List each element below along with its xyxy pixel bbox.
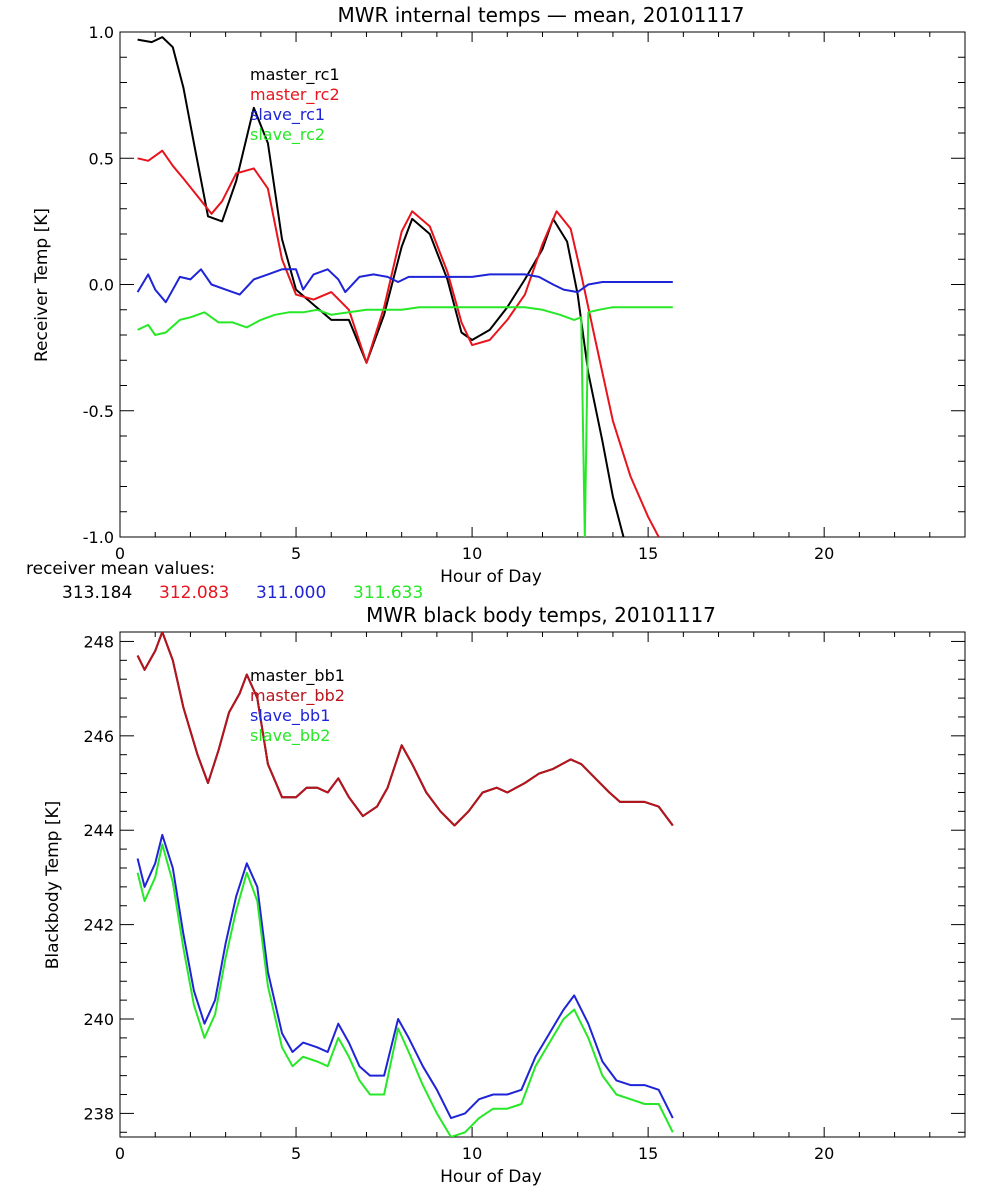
x-axis-label: Hour of Day xyxy=(440,567,542,587)
panel-blackbody-temps: MWR black body temps, 20101117 Hour of D… xyxy=(43,603,966,1187)
y-tick-label: -1.0 xyxy=(83,528,114,547)
series-line-slave-rc2 xyxy=(137,306,673,537)
series-line-slave-bb1 xyxy=(136,833,674,1120)
y-tick-label: 246 xyxy=(83,727,114,746)
chart-title: MWR internal temps — mean, 20101117 xyxy=(337,3,744,27)
x-tick-label: 5 xyxy=(291,544,301,563)
x-tick-label: 5 xyxy=(291,1144,301,1163)
y-tick-label: 244 xyxy=(83,821,114,840)
series-line-master-bb2 xyxy=(136,632,674,827)
series-line-slave-bb2 xyxy=(136,843,674,1137)
mean-value: 311.633 xyxy=(353,583,423,603)
chart-title: MWR black body temps, 20101117 xyxy=(366,603,716,627)
y-axis-label: Receiver Temp [K] xyxy=(32,208,52,362)
legend-entry-master-rc2: master_rc2 xyxy=(250,85,340,105)
legend-entry-master-bb1: master_bb1 xyxy=(250,666,345,686)
x-tick-label: 0 xyxy=(115,1144,125,1163)
y-axis-label: Blackbody Temp [K] xyxy=(43,801,63,970)
legend-entry-master-bb2: master_bb2 xyxy=(250,686,345,706)
y-tick-label: 238 xyxy=(83,1104,114,1123)
legend-entry-slave-bb1: slave_bb1 xyxy=(250,706,330,726)
x-tick-label: 15 xyxy=(638,544,658,563)
mean-values-label: receiver mean values: xyxy=(26,559,215,579)
legend-entry-slave-rc1: slave_rc1 xyxy=(250,105,325,125)
series-line-master-bb1 xyxy=(136,632,674,827)
series-line-slave-rc1 xyxy=(136,268,673,304)
mean-value: 313.184 xyxy=(62,583,132,603)
x-tick-label: 20 xyxy=(814,544,834,563)
legend-entry-slave-rc2: slave_rc2 xyxy=(250,125,325,145)
x-tick-label: 10 xyxy=(462,544,482,563)
y-tick-label: 242 xyxy=(83,916,114,935)
x-axis-label: Hour of Day xyxy=(440,1167,542,1187)
mean-value: 311.000 xyxy=(256,583,326,603)
y-tick-label: 0.5 xyxy=(89,149,114,168)
y-tick-label: 248 xyxy=(83,632,114,651)
panel-receiver-temps: MWR internal temps — mean, 20101117 Hour… xyxy=(26,3,966,603)
series-line-master-rc2 xyxy=(137,149,660,537)
y-tick-label: 240 xyxy=(83,1010,114,1029)
mean-value: 312.083 xyxy=(159,583,229,603)
x-tick-label: 15 xyxy=(638,1144,658,1163)
legend-entry-slave-bb2: slave_bb2 xyxy=(250,726,330,746)
plot-frame xyxy=(119,631,966,1138)
series-line-master-rc1 xyxy=(137,36,625,537)
y-tick-label: -0.5 xyxy=(83,402,114,421)
x-tick-label: 20 xyxy=(814,1144,834,1163)
plot-frame xyxy=(119,31,966,538)
x-tick-label: 0 xyxy=(115,544,125,563)
legend-entry-master-rc1: master_rc1 xyxy=(250,65,340,85)
y-tick-label: 0.0 xyxy=(89,276,114,295)
y-tick-label: 1.0 xyxy=(89,23,114,42)
x-tick-label: 10 xyxy=(462,1144,482,1163)
